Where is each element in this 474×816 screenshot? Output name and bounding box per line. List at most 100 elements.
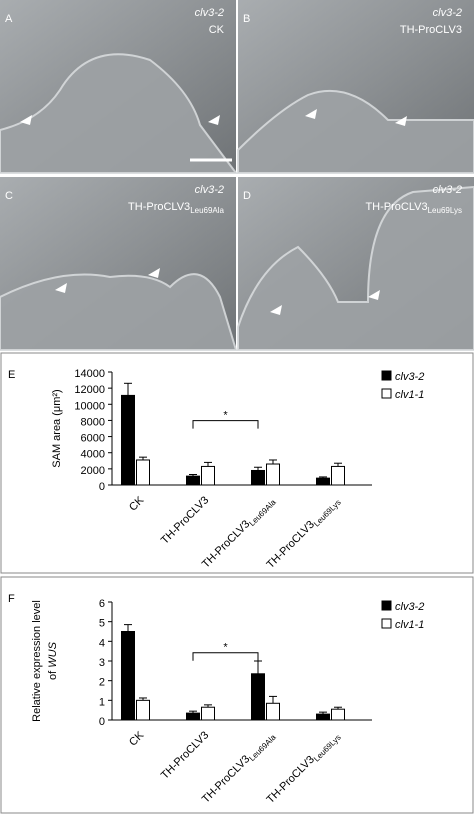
arrowhead xyxy=(270,305,282,315)
y-tick-label: 12000 xyxy=(74,384,105,396)
bar xyxy=(251,673,265,721)
arrowhead xyxy=(305,109,317,119)
category-text: TH-ProCLV3 xyxy=(159,494,211,546)
significance-bracket xyxy=(192,652,259,661)
y-axis-label: Relative expression level xyxy=(31,600,43,722)
panel-letter: F xyxy=(8,593,15,605)
y-axis-label: of WUS xyxy=(47,641,59,680)
legend-swatch xyxy=(381,388,392,399)
legend-swatch xyxy=(381,370,392,381)
treatment-subscript: Leu69Lys xyxy=(428,206,462,215)
panel-letter: A xyxy=(5,13,13,25)
treatment-label: TH-ProCLV3 xyxy=(400,24,462,36)
bar xyxy=(136,459,150,486)
bar xyxy=(251,469,265,486)
arrowhead xyxy=(148,268,160,278)
genotype-label: clv3-2 xyxy=(433,184,462,196)
x-tick-label: TH-ProCLV3Leu69Lys xyxy=(265,494,343,572)
treatment-text: CK xyxy=(209,24,225,36)
y-tick-label: 2000 xyxy=(81,465,105,477)
category-subscript: Leu69Ala xyxy=(247,732,278,763)
genotype-label: clv3-2 xyxy=(195,7,224,19)
bar xyxy=(136,699,150,721)
bar xyxy=(121,394,135,486)
bar xyxy=(201,465,215,486)
treatment-label: CK xyxy=(209,24,225,36)
treatment-label: TH-ProCLV3Leu69Lys xyxy=(365,201,462,215)
y-tick-label: 5 xyxy=(99,618,105,630)
category-text: TH-ProCLV3 xyxy=(200,753,252,805)
y-tick-label: 0 xyxy=(99,716,105,728)
treatment-subscript: Leu69Ala xyxy=(190,206,224,215)
y-tick-label: 14000 xyxy=(74,368,105,380)
y-tick-label: 3 xyxy=(99,657,105,669)
treatment-text: TH-ProCLV3 xyxy=(128,201,190,213)
category-text: CK xyxy=(127,729,147,749)
category-text: TH-ProCLV3 xyxy=(265,519,317,571)
category-text: TH-ProCLV3 xyxy=(159,729,211,781)
treatment-text: TH-ProCLV3 xyxy=(400,24,462,36)
significance-label: * xyxy=(223,642,228,654)
x-tick-label: CK xyxy=(127,494,147,514)
category-text: TH-ProCLV3 xyxy=(200,518,252,570)
y-tick-label: 8000 xyxy=(81,416,105,428)
bar xyxy=(201,706,215,721)
x-tick-label: TH-ProCLV3Leu69Lys xyxy=(265,729,343,807)
y-axis-label-text: of xyxy=(47,670,59,680)
bar xyxy=(186,475,200,486)
treatment-text: TH-ProCLV3 xyxy=(365,201,427,213)
chart-frame xyxy=(0,352,474,574)
category-subscript: Leu69Lys xyxy=(312,498,343,529)
significance-label: * xyxy=(223,410,228,422)
arrowhead xyxy=(20,115,32,125)
panel-letter: D xyxy=(243,190,251,202)
panel-letter: B xyxy=(243,13,250,25)
y-tick-label: 0 xyxy=(99,481,105,493)
arrowhead xyxy=(368,290,380,300)
legend-swatch xyxy=(381,618,392,629)
legend-label: clv1-1 xyxy=(395,619,424,631)
category-text: CK xyxy=(127,494,147,514)
tissue xyxy=(237,89,474,174)
legend-label: clv1-1 xyxy=(395,389,424,401)
bar xyxy=(266,463,280,486)
genotype-label: clv3-2 xyxy=(433,7,462,19)
treatment-label: TH-ProCLV3Leu69Ala xyxy=(128,201,225,215)
bar xyxy=(186,712,200,721)
bar xyxy=(316,713,330,721)
genotype-label: clv3-2 xyxy=(195,184,224,196)
y-axis-label-italic: WUS xyxy=(47,641,59,667)
category-subscript: Leu69Lys xyxy=(312,733,343,764)
arrowhead xyxy=(208,115,220,125)
y-tick-label: 10000 xyxy=(74,400,105,412)
panel-letter: C xyxy=(5,190,13,202)
significance-bracket xyxy=(192,420,259,429)
x-tick-label: TH-ProCLV3 xyxy=(159,729,211,781)
y-tick-label: 4 xyxy=(99,637,105,649)
y-axis-label: SAM area (μm²) xyxy=(51,389,63,467)
arrowhead xyxy=(395,116,407,126)
bar xyxy=(331,465,345,486)
y-tick-label: 4000 xyxy=(81,449,105,461)
legend-swatch xyxy=(381,600,392,611)
panel-letter: E xyxy=(8,369,15,381)
bar xyxy=(121,631,135,721)
bar xyxy=(316,477,330,486)
category-subscript: Leu69Ala xyxy=(247,497,278,528)
chart-frame xyxy=(0,576,474,814)
y-tick-label: 6 xyxy=(99,598,105,610)
tissue xyxy=(0,53,238,174)
y-tick-label: 1 xyxy=(99,696,105,708)
bar xyxy=(266,702,280,721)
x-tick-label: TH-ProCLV3 xyxy=(159,494,211,546)
tissue xyxy=(0,273,238,351)
y-tick-label: 2 xyxy=(99,677,105,689)
bar xyxy=(331,708,345,721)
y-tick-label: 6000 xyxy=(81,433,105,445)
arrowhead xyxy=(55,283,67,293)
x-tick-label: CK xyxy=(127,729,147,749)
legend-label: clv3-2 xyxy=(395,371,424,383)
category-text: TH-ProCLV3 xyxy=(265,754,317,806)
legend-label: clv3-2 xyxy=(395,601,424,613)
